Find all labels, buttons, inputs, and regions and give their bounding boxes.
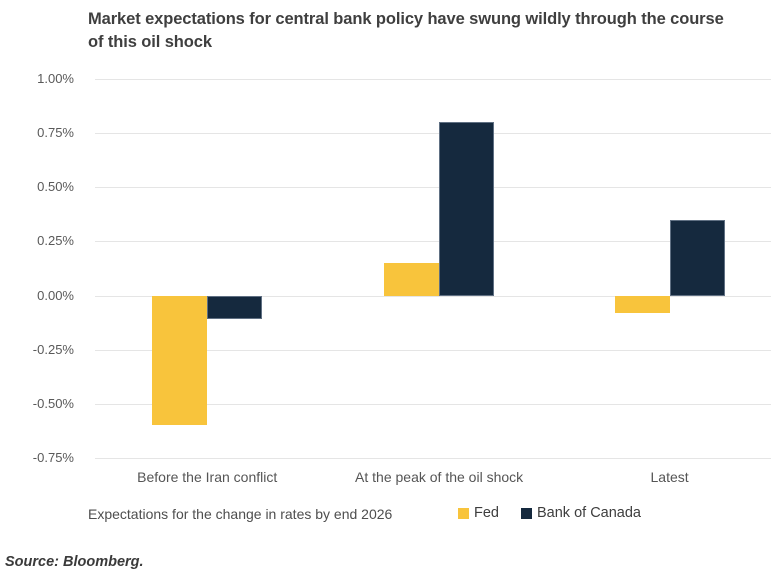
gridline xyxy=(95,133,771,135)
y-axis-tick-label: 0.00% xyxy=(37,287,74,303)
y-axis-tick-label: -0.25% xyxy=(32,341,74,357)
chart-caption: Expectations for the change in rates by … xyxy=(88,506,393,522)
fed-legend-label: Fed xyxy=(474,505,499,521)
fed-legend-swatch xyxy=(458,507,469,519)
y-axis-tick-label: 0.75% xyxy=(37,125,74,141)
chart-title: Market expectations for central bank pol… xyxy=(88,10,724,52)
gridline xyxy=(95,241,771,243)
gridline xyxy=(95,187,771,189)
bar-bank-of-canada xyxy=(439,122,495,296)
source-attribution: Source: Bloomberg. xyxy=(5,554,144,570)
legend-item-bank-of-canada: Bank of Canada xyxy=(521,505,641,521)
bar-fed xyxy=(384,263,440,296)
bar-bank-of-canada xyxy=(669,219,725,296)
y-axis-tick-label: 0.25% xyxy=(37,233,74,249)
bank-of-canada-legend-swatch xyxy=(521,507,532,519)
legend-item-fed: Fed xyxy=(458,505,499,521)
y-axis-tick-label: 1.00% xyxy=(37,71,74,86)
gridline xyxy=(95,403,771,405)
gridline xyxy=(95,79,771,80)
gridline xyxy=(95,295,771,297)
bar-fed xyxy=(152,295,208,426)
x-axis-category-label: Latest xyxy=(650,469,689,485)
bar-bank-of-canada xyxy=(207,295,263,320)
legend: Fed Bank of Canada xyxy=(458,505,641,521)
x-axis-category-label: At the peak of the oil shock xyxy=(355,469,524,485)
gridline xyxy=(95,349,771,351)
y-axis-tick-label: 0.50% xyxy=(37,179,74,195)
gridline xyxy=(95,458,771,459)
bar-fed xyxy=(614,295,670,313)
x-axis-category-label: Before the Iran conflict xyxy=(137,469,278,485)
bank-of-canada-legend-label: Bank of Canada xyxy=(537,505,641,521)
y-axis-tick-label: -0.75% xyxy=(32,450,74,465)
y-axis-tick-label: -0.50% xyxy=(32,395,74,411)
